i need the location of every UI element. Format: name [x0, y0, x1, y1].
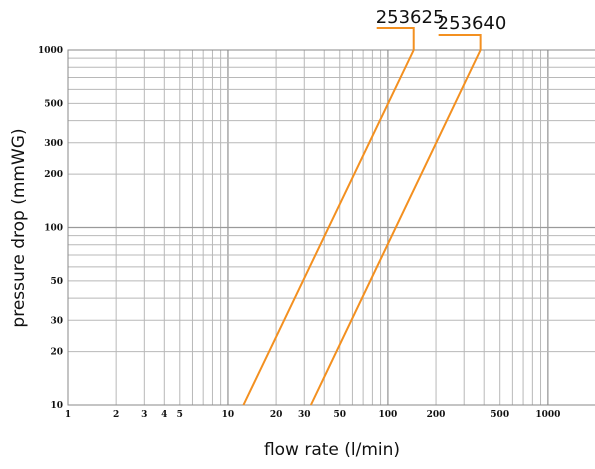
x-tick-label: 500: [490, 410, 509, 420]
x-tick-label: 4: [161, 410, 167, 420]
series-label: 253625: [376, 7, 445, 28]
series-leader: [376, 27, 415, 50]
y-tick-label: 30: [50, 316, 63, 326]
y-tick-label: 200: [44, 170, 63, 180]
x-tick-label: 200: [427, 410, 446, 420]
plot-frame: [67, 49, 595, 406]
series-line: [242, 49, 415, 406]
y-tick-label: 100: [44, 224, 63, 234]
x-tick-label: 100: [379, 410, 398, 420]
x-tick-label: 50: [333, 410, 346, 420]
y-axis-title: pressure drop (mmWG): [9, 128, 29, 327]
y-tick-label: 300: [44, 139, 63, 149]
x-tick-label: 30: [298, 410, 311, 420]
series-lines: [242, 49, 482, 406]
series-label: 253640: [438, 13, 507, 34]
y-tick-label: 20: [50, 348, 63, 358]
x-tick-label: 1000: [535, 410, 560, 420]
x-tick-label: 5: [177, 410, 183, 420]
series-line: [309, 49, 482, 406]
x-tick-label: 20: [270, 410, 283, 420]
x-tick-label: 3: [141, 410, 147, 420]
y-tick-label: 50: [50, 277, 63, 287]
x-tick-labels: 1 2 3 4 5 10 20 30 50 100 200 500 1000: [65, 410, 561, 420]
y-tick-label: 500: [44, 99, 63, 109]
series-leader: [438, 34, 482, 50]
y-tick-label: 1000: [38, 46, 63, 56]
x-tick-label: 2: [113, 410, 119, 420]
y-tick-label: 10: [50, 401, 63, 411]
x-axis-title: flow rate (l/min): [264, 440, 400, 460]
y-tick-labels: 10 20 30 50 100 200 300 500 1000: [38, 46, 63, 411]
x-tick-label: 1: [65, 410, 71, 420]
grid: [68, 50, 595, 405]
x-tick-label: 10: [222, 410, 235, 420]
